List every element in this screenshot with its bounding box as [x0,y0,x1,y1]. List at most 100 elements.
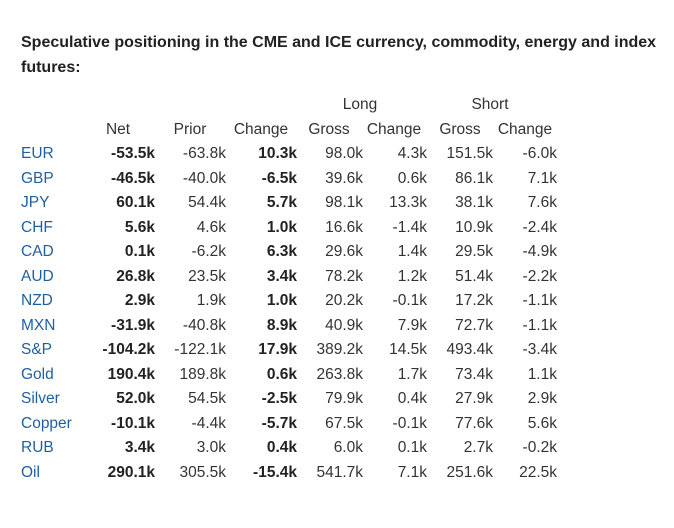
cell-change: 1.0k [266,218,297,236]
cell-prior: -122.1k [174,341,226,358]
cell-long-gross: 78.2k [325,267,363,285]
cell-short-change: -2.2k [522,267,557,285]
row-label: CHF [21,218,53,236]
cell-long-gross: 263.8k [316,365,363,383]
cell-change: 5.7k [266,194,297,211]
cell-short-gross: 2.7k [463,439,493,456]
cell-net: -104.2k [102,341,155,358]
cell-long-gross: 20.2k [325,292,363,309]
cell-short-change: 5.6k [527,414,557,432]
cell-prior: 1.9k [196,292,226,309]
cell-long-change: 1.2k [397,267,427,285]
cell-short-gross: 493.4k [446,341,493,358]
cell-long-change: 0.1k [397,439,427,456]
cell-net: -10.1k [111,414,155,432]
cell-short-gross: 73.4k [455,365,493,383]
row-label: Silver [21,390,60,407]
cell-long-gross: 67.5k [325,414,363,432]
cell-change: -15.4k [253,463,297,481]
cell-change: 0.4k [266,439,297,456]
row-label: Copper [21,414,72,432]
cell-change: 10.3k [258,145,297,162]
cell-prior: 305.5k [179,463,226,481]
cell-short-gross: 29.5k [455,243,493,260]
cell-long-gross: 40.9k [325,316,363,334]
column-header-change: Change [233,120,289,138]
cell-change: 1.0k [266,292,297,309]
column-header-short-gross: Gross [439,120,481,138]
row-label: JPY [21,194,50,211]
page-title: Speculative positioning in the CME and I… [21,34,657,76]
cell-long-gross: 29.6k [325,243,363,260]
cell-long-change: 4.3k [397,145,427,162]
row-label: GBP [21,169,54,187]
cell-change: 3.4k [266,267,297,285]
cell-long-change: -1.4k [392,218,427,236]
row-label: MXN [21,316,56,334]
cell-short-change: 7.6k [527,194,557,211]
cell-long-change: 0.4k [397,390,427,407]
cell-long-gross: 39.6k [325,169,363,187]
column-header-net: Net [105,120,131,138]
cell-net: 60.1k [116,194,155,211]
cell-net: 5.6k [124,218,155,236]
cell-short-change: -0.2k [522,439,557,456]
cell-long-change: 0.6k [397,169,427,187]
cell-net: -31.9k [111,316,155,334]
cell-long-gross: 79.9k [325,390,363,407]
cell-short-gross: 17.2k [455,292,493,309]
cell-change: 6.3k [266,243,297,260]
cell-short-gross: 10.9k [455,218,493,236]
cell-short-change: 7.1k [527,169,557,187]
cell-net: 3.4k [124,439,155,456]
group-header-short: Short [471,96,509,113]
cell-long-change: 7.9k [397,316,427,334]
cell-prior: -4.4k [191,414,226,432]
cell-long-gross: 6.0k [333,439,363,456]
cell-short-change: -3.4k [522,341,557,358]
cell-short-change: 1.1k [527,365,557,383]
cell-long-change: -0.1k [392,292,427,309]
cell-short-gross: 86.1k [455,169,493,187]
cell-change: 17.9k [258,341,297,358]
cell-prior: 54.5k [188,390,226,407]
cell-short-gross: 72.7k [455,316,493,334]
cell-short-gross: 151.5k [446,145,493,162]
cell-prior: -63.8k [182,145,226,162]
cell-long-change: 1.4k [397,243,427,260]
cell-long-gross: 541.7k [316,463,363,481]
row-label: CAD [21,243,54,260]
cell-long-gross: 98.0k [325,145,363,162]
cell-change: 0.6k [266,365,297,383]
cell-net: 2.9k [124,292,155,309]
column-header-long-gross: Gross [308,120,350,138]
row-label: RUB [21,439,54,456]
cell-net: 190.4k [107,365,155,383]
cell-long-change: 1.7k [397,365,427,383]
cell-short-change: -1.1k [522,292,557,309]
cell-prior: 189.8k [179,365,226,383]
cell-prior: 4.6k [196,218,226,236]
column-header-prior: Prior [173,120,207,138]
cell-prior: 54.4k [188,194,226,211]
cell-prior: -40.8k [182,316,226,334]
cell-net: -46.5k [111,169,155,187]
cell-prior: -6.2k [191,243,226,260]
cell-short-change: -1.1k [522,316,557,334]
cell-prior: -40.0k [182,169,226,187]
row-label: NZD [21,292,53,309]
cell-long-gross: 389.2k [316,341,363,358]
cell-net: 26.8k [116,267,155,285]
cell-short-change: -4.9k [522,243,557,260]
cell-net: -53.5k [111,145,155,162]
group-header-long: Long [342,96,378,113]
cell-change: -2.5k [261,390,297,407]
row-label: Oil [21,463,40,481]
cell-short-change: 22.5k [519,463,557,481]
cell-long-change: 13.3k [389,194,427,211]
cell-short-gross: 38.1k [455,194,493,211]
cell-short-change: -2.4k [522,218,557,236]
row-label: Gold [21,365,54,383]
column-header-long-change: Change [366,120,422,138]
cell-long-gross: 98.1k [325,194,363,211]
